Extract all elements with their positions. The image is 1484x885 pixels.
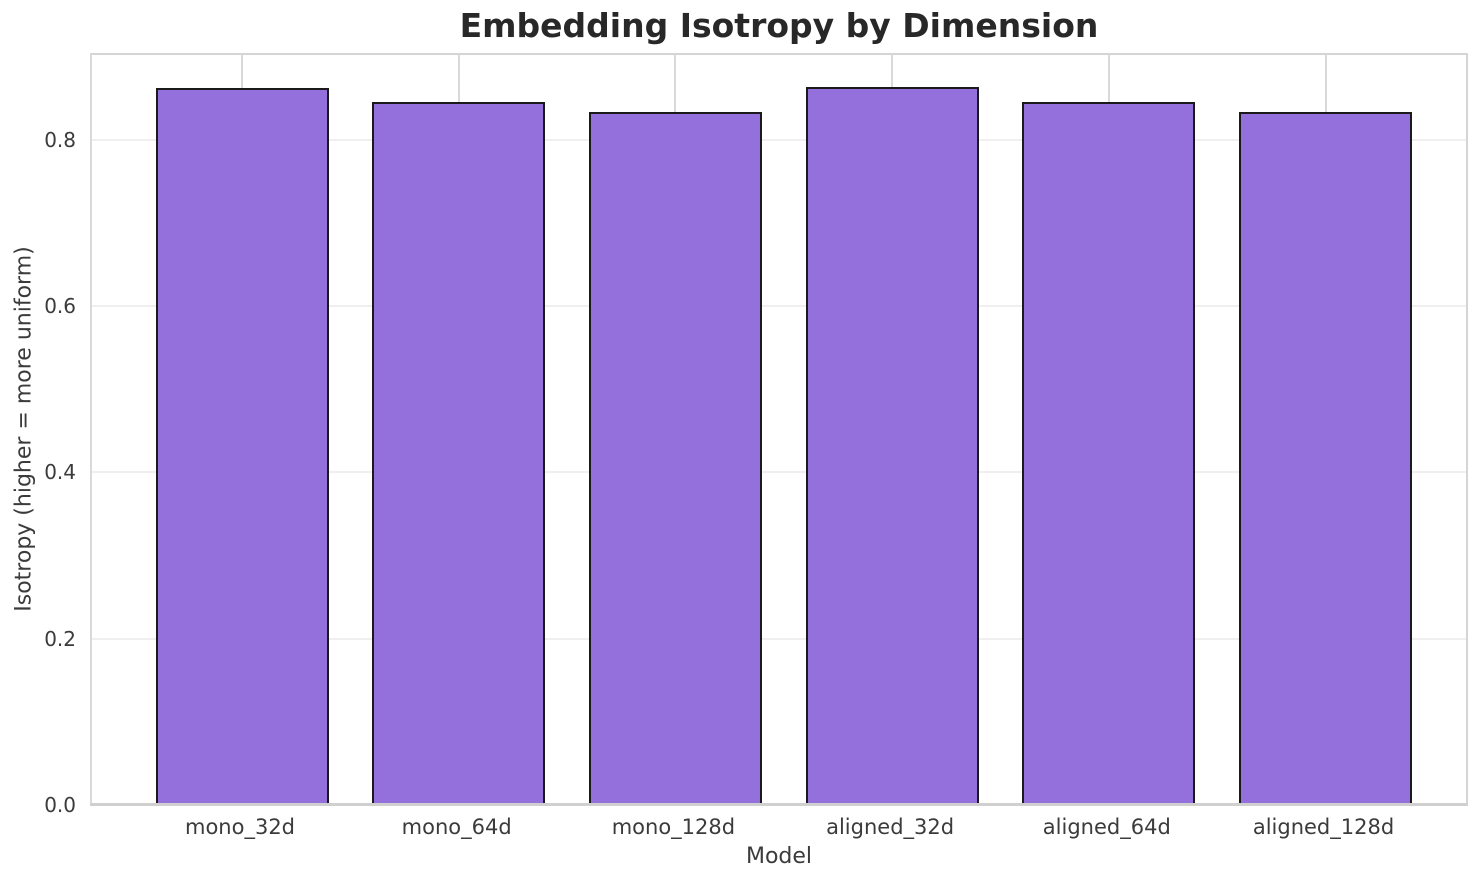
- bar-mono_64d: [372, 102, 546, 805]
- y-tick-label-0.4: 0.4: [44, 460, 76, 485]
- h-gridline-0.2: [92, 637, 1466, 640]
- y-tick-label-0.8: 0.8: [44, 127, 76, 152]
- bar-aligned_128d: [1239, 112, 1412, 805]
- x-tick-label-aligned_32d: aligned_32d: [826, 815, 955, 839]
- h-gridline-0.6: [92, 304, 1466, 307]
- y-tick-label-0.2: 0.2: [44, 626, 76, 651]
- x-tick-label-mono_64d: mono_64d: [401, 815, 512, 839]
- bar-aligned_64d: [1022, 102, 1196, 805]
- bar-aligned_32d: [805, 87, 979, 805]
- x-tick-label-aligned_64d: aligned_64d: [1042, 815, 1171, 839]
- chart-title: Embedding Isotropy by Dimension: [459, 6, 1099, 45]
- x-axis-label: Model: [745, 844, 813, 869]
- x-tick-label-aligned_128d: aligned_128d: [1252, 815, 1395, 839]
- bar-mono_32d: [155, 87, 329, 805]
- h-gridline-0.4: [92, 471, 1466, 474]
- y-tick-label-0.0: 0.0: [44, 793, 76, 817]
- plot-area: [90, 53, 1468, 805]
- x-tick-label-mono_128d: mono_128d: [611, 815, 736, 839]
- h-gridline-0.8: [92, 138, 1466, 141]
- x-tick-label-mono_32d: mono_32d: [184, 815, 296, 839]
- y-tick-label-0.6: 0.6: [44, 293, 76, 318]
- bar-mono_128d: [588, 112, 762, 805]
- x-axis-spine: [90, 803, 1468, 806]
